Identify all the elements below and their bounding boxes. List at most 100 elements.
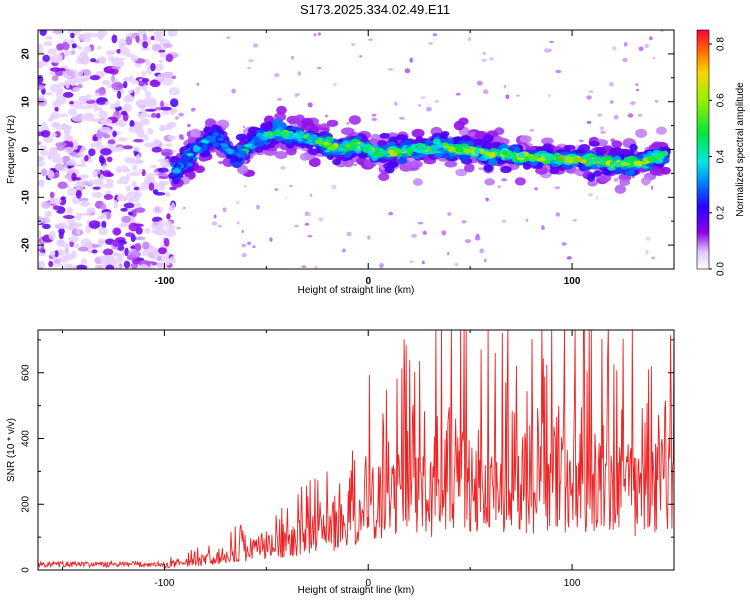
- ridge-blob: [586, 173, 596, 182]
- speckle: [196, 82, 200, 87]
- noise-blob: [127, 89, 134, 94]
- noise-blob: [85, 94, 92, 101]
- noise-blob: [117, 240, 127, 246]
- noise-blob: [102, 170, 112, 177]
- y-tick-label: 20: [21, 48, 32, 60]
- noise-blob: [38, 156, 45, 162]
- speckle: [561, 242, 567, 246]
- noise-blob: [129, 120, 135, 128]
- noise-blob: [50, 54, 63, 64]
- top-x-axis-label: Height of straight line (km): [298, 285, 415, 296]
- ridge-blob: [212, 131, 219, 138]
- speckle: [404, 68, 411, 74]
- ridge-blob: [292, 132, 300, 139]
- speckle: [418, 104, 421, 107]
- speckle: [501, 178, 508, 182]
- speckle: [371, 117, 377, 121]
- noise-blob: [137, 101, 146, 106]
- speckle: [318, 217, 324, 222]
- noise-blob: [53, 259, 62, 264]
- noise-blob: [72, 100, 83, 109]
- noise-blob: [98, 216, 104, 220]
- noise-blob: [66, 218, 76, 226]
- noise-blob: [67, 187, 78, 197]
- speckle: [368, 38, 374, 41]
- speckle: [637, 114, 643, 117]
- speckle: [454, 263, 458, 266]
- speckle: [324, 114, 328, 118]
- noise-blob: [151, 43, 162, 52]
- noise-blob: [144, 134, 149, 141]
- noise-blob: [120, 110, 128, 116]
- noise-blob: [47, 169, 55, 179]
- speckle: [630, 101, 636, 106]
- speckle: [578, 139, 584, 142]
- ridge-blob: [635, 128, 648, 138]
- noise-blob: [78, 197, 89, 202]
- noise-blob: [86, 211, 91, 217]
- noise-blob: [107, 84, 114, 89]
- ridge-blob: [581, 155, 590, 160]
- noise-blob: [120, 47, 130, 56]
- noise-blob: [88, 220, 101, 229]
- noise-blob: [38, 230, 42, 239]
- noise-blob: [82, 35, 91, 43]
- noise-blob: [81, 76, 91, 82]
- ridge-blob: [377, 140, 387, 147]
- noise-blob: [170, 202, 176, 211]
- speckle: [554, 186, 561, 189]
- noise-blob: [81, 199, 86, 207]
- ridge-blob: [541, 137, 554, 145]
- noise-blob: [70, 32, 75, 39]
- speckle: [274, 73, 280, 78]
- noise-blob: [135, 129, 145, 135]
- speckle: [277, 97, 282, 101]
- noise-blob: [38, 84, 45, 91]
- speckle: [422, 260, 425, 265]
- speckle: [455, 92, 461, 96]
- noise-blob: [118, 195, 129, 202]
- noise-blob: [131, 180, 137, 188]
- noise-blob: [125, 94, 134, 102]
- noise-blob: [72, 144, 78, 151]
- noise-blob: [120, 207, 129, 212]
- speckle: [654, 99, 659, 103]
- noise-blob: [170, 98, 179, 108]
- noise-blob: [75, 264, 88, 269]
- noise-blob: [57, 222, 68, 229]
- speckle: [432, 33, 438, 37]
- noise-blob: [165, 220, 173, 230]
- noise-blob: [81, 145, 87, 152]
- noise-blob: [75, 190, 82, 199]
- ridge-blob: [410, 160, 423, 168]
- noise-blob: [50, 262, 63, 267]
- noise-blob: [72, 177, 82, 181]
- noise-blob: [144, 90, 152, 98]
- noise-blob: [54, 250, 59, 258]
- ridge-blob: [555, 156, 563, 163]
- y-tick-label: 400: [21, 430, 32, 447]
- speckle: [597, 113, 602, 117]
- speckle: [331, 184, 337, 190]
- noise-blob: [38, 74, 44, 84]
- speckle: [211, 221, 218, 226]
- speckle: [176, 227, 181, 230]
- noise-blob: [107, 139, 116, 145]
- noise-blob: [44, 210, 52, 218]
- ridge-blob: [619, 178, 631, 186]
- noise-blob: [125, 232, 135, 237]
- speckle: [474, 235, 481, 241]
- y-tick-label: 600: [21, 364, 32, 381]
- ridge-blob: [595, 147, 607, 155]
- noise-blob: [146, 128, 154, 135]
- noise-blob: [102, 163, 107, 172]
- speckle: [274, 188, 279, 191]
- noise-blob: [82, 180, 91, 186]
- speckle: [367, 235, 371, 240]
- noise-blob: [65, 160, 77, 166]
- ridge-blob: [387, 160, 399, 168]
- speckle: [476, 80, 483, 86]
- noise-blob: [168, 30, 173, 37]
- noise-blob: [130, 55, 138, 62]
- ridge-blob: [613, 168, 624, 175]
